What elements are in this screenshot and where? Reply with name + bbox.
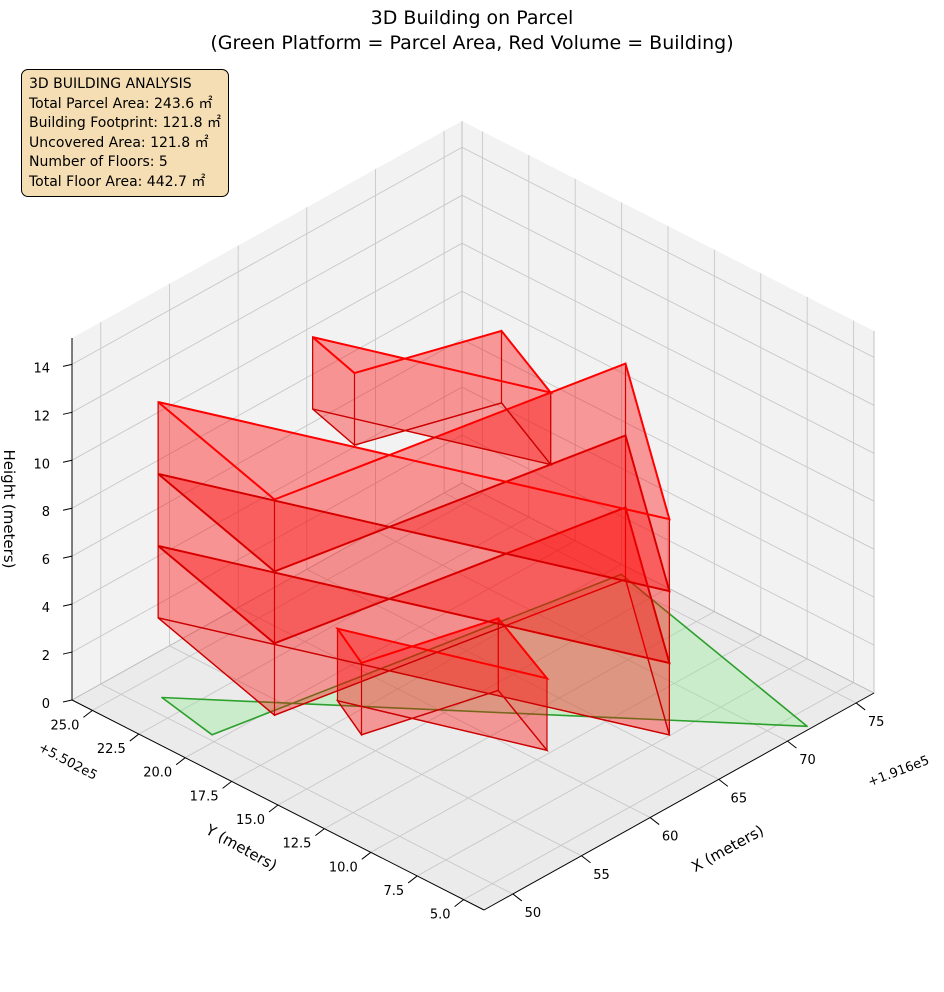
y-tick-label: 12.5 <box>282 837 311 852</box>
y-offset-label: +5.502e5 <box>36 740 100 783</box>
x-tick <box>855 702 866 711</box>
y-tick-label: 10.0 <box>329 860 358 875</box>
y-tick-label: 7.5 <box>384 884 405 899</box>
x-tick-label: 50 <box>525 906 542 921</box>
z-tick <box>62 411 73 415</box>
z-tick-label: 0 <box>42 697 50 712</box>
info-heading: 3D BUILDING ANALYSIS <box>29 76 192 92</box>
x-tick <box>512 893 523 902</box>
x-axis-line <box>483 692 875 911</box>
y-tick-label: 25.0 <box>50 718 79 733</box>
z-tick-label: 4 <box>42 601 50 616</box>
z-tick <box>62 459 73 463</box>
y-tick <box>268 804 279 813</box>
building-floor-bottom <box>157 434 671 593</box>
x-tick-label: 75 <box>868 715 885 730</box>
building-floor-bottom <box>335 689 549 752</box>
y-tick <box>83 710 93 718</box>
y-tick-label: 5.0 <box>430 908 451 923</box>
x-tick-label: 55 <box>593 868 610 883</box>
z-tick-label: 6 <box>42 553 50 568</box>
parcel-platform <box>161 573 808 736</box>
z-tick-label: 14 <box>33 361 50 376</box>
y-tick-label: 15.0 <box>236 813 265 828</box>
y-tick-label: 17.5 <box>190 789 219 804</box>
z-tick <box>62 507 73 511</box>
analysis-info-box: 3D BUILDING ANALYSIS Total Parcel Area: … <box>21 69 229 197</box>
y-tick-label: 22.5 <box>97 742 126 757</box>
info-line-number-of-floors: Number of Floors: 5 <box>29 154 168 171</box>
y-tick <box>454 899 464 907</box>
x-tick-label: 60 <box>662 830 679 845</box>
x-tick <box>718 778 729 787</box>
z-axis-label: Height (meters) <box>0 450 18 569</box>
y-tick <box>129 733 140 742</box>
info-line-total-parcel-area: Total Parcel Area: 243.6 ㎡ <box>29 95 213 112</box>
y-tick <box>361 851 372 860</box>
x-offset-label: +1.916e5 <box>866 753 931 790</box>
y-tick <box>315 828 325 837</box>
x-tick-label: 65 <box>731 791 748 806</box>
y-tick <box>407 875 418 884</box>
z-tick <box>62 651 73 655</box>
z-tick <box>62 699 73 703</box>
z-tick-label: 10 <box>33 457 50 472</box>
y-axis-label: Y (meters) <box>202 820 280 874</box>
z-tick-label: 12 <box>33 409 50 424</box>
x-axis-label: X (meters) <box>688 821 766 875</box>
y-tick <box>175 757 186 766</box>
building-floor-bottom <box>312 402 553 466</box>
building-floor-bottom <box>157 506 671 664</box>
x-tick <box>787 740 797 749</box>
chart-subtitle: (Green Platform = Parcel Area, Red Volum… <box>210 32 734 54</box>
z-tick <box>62 555 73 559</box>
info-line-total-floor-area: Total Floor Area: 442.7 ㎡ <box>29 173 206 190</box>
y-tick-label: 20.0 <box>143 766 172 781</box>
z-tick <box>62 603 73 607</box>
building-floor-top <box>157 362 671 521</box>
x-tick <box>581 855 591 864</box>
building-floor-top <box>311 329 554 395</box>
info-line-building-footprint: Building Footprint: 121.8 ㎡ <box>29 115 222 132</box>
y-tick <box>222 780 232 789</box>
info-line-uncovered-area: Uncovered Area: 121.8 ㎡ <box>29 134 209 151</box>
z-tick-label: 8 <box>42 505 50 520</box>
chart-title: 3D Building on Parcel <box>370 7 574 29</box>
building-floor-bottom <box>157 578 671 736</box>
x-tick <box>649 817 660 825</box>
z-tick-label: 2 <box>42 649 50 664</box>
building-floor-top <box>335 617 550 681</box>
x-tick-label: 70 <box>799 753 816 768</box>
z-tick <box>62 363 73 367</box>
